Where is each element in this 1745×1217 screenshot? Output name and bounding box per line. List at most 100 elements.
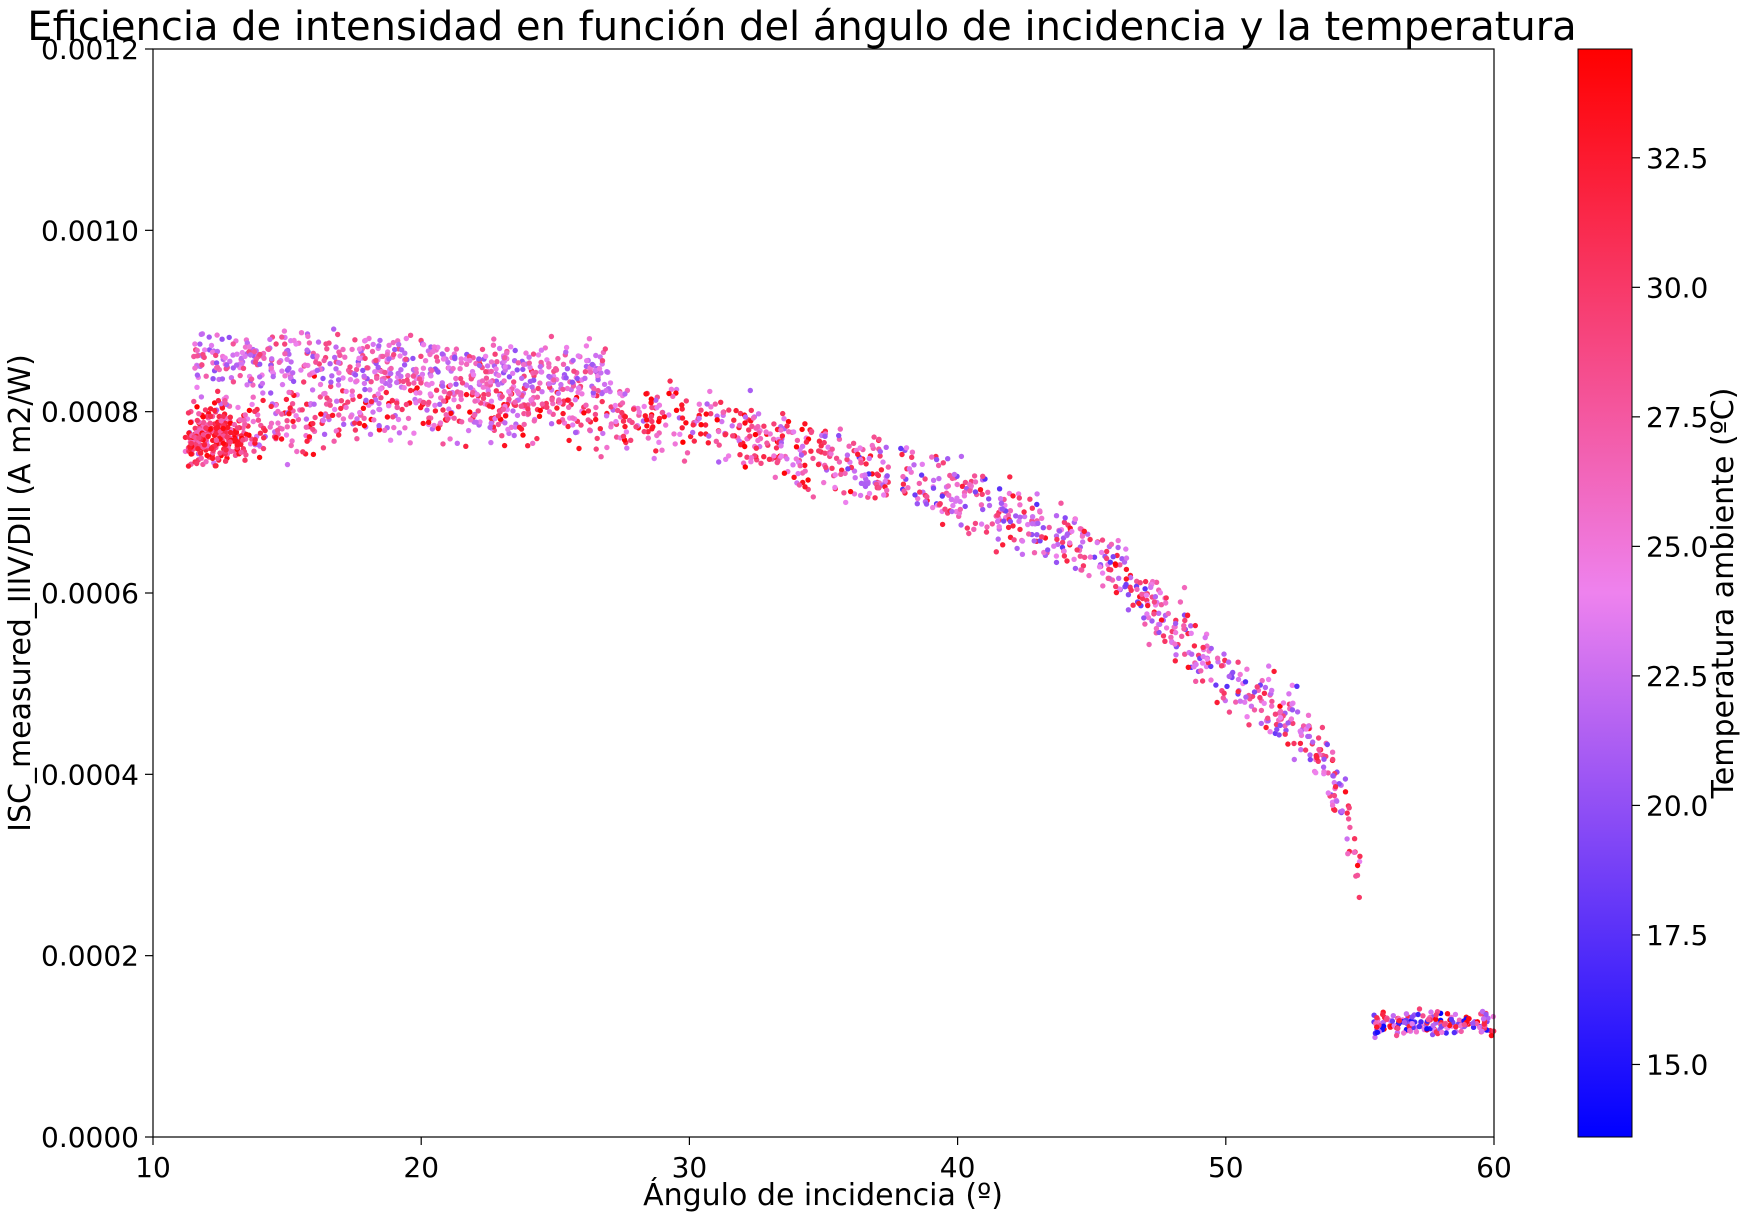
scatter-point <box>1074 547 1080 553</box>
scatter-point <box>1010 493 1016 499</box>
scatter-point <box>663 422 669 428</box>
scatter-point <box>999 506 1006 512</box>
scatter-point <box>524 383 530 389</box>
scatter-point <box>869 442 875 449</box>
scatter-point <box>906 466 913 472</box>
scatter-point <box>1123 566 1130 573</box>
scatter-point <box>1393 1032 1400 1039</box>
x-tick-label: 30 <box>672 1151 708 1184</box>
scatter-point <box>1305 723 1312 729</box>
scatter-point <box>900 481 907 487</box>
scatter-point <box>311 401 317 407</box>
scatter-point <box>331 326 337 332</box>
scatter-point <box>440 407 446 413</box>
scatter-point <box>747 433 753 439</box>
scatter-point <box>530 440 536 446</box>
scatter-point <box>703 411 709 417</box>
scatter-point <box>1103 555 1110 562</box>
scatter-point <box>205 433 211 440</box>
scatter-point <box>1488 1032 1495 1039</box>
scatter-point <box>375 391 381 397</box>
scatter-point <box>583 402 589 408</box>
scatter-point <box>538 359 544 366</box>
scatter-point <box>329 373 335 379</box>
scatter-point <box>1272 711 1279 717</box>
scatter-point <box>654 432 660 439</box>
scatter-point <box>1041 549 1047 556</box>
scatter-point <box>275 408 281 415</box>
scatter-point <box>1374 1029 1381 1036</box>
scatter-point <box>287 375 294 381</box>
scatter-point <box>778 443 784 449</box>
scatter-point <box>202 407 209 413</box>
scatter-point <box>866 455 872 462</box>
scatter-point <box>390 414 396 420</box>
scatter-point <box>1107 559 1114 565</box>
scatter-point <box>1115 537 1121 544</box>
scatter-point <box>257 374 263 380</box>
scatter-point <box>555 355 561 362</box>
scatter-point <box>712 401 718 407</box>
scatter-point <box>593 416 599 423</box>
scatter-point <box>679 415 686 421</box>
scatter-point <box>188 440 194 447</box>
scatter-point <box>279 411 285 417</box>
scatter-point <box>341 421 347 427</box>
scatter-point <box>340 346 346 353</box>
scatter-point <box>1116 586 1123 592</box>
scatter-point <box>1151 599 1158 605</box>
scatter-point <box>383 389 389 396</box>
scatter-point <box>794 437 801 444</box>
scatter-point <box>816 438 823 444</box>
scatter-point <box>1156 629 1162 636</box>
scatter-point <box>1034 501 1040 508</box>
scatter-point <box>268 403 274 410</box>
scatter-point <box>1172 641 1178 647</box>
scatter-point <box>240 437 246 443</box>
scatter-point <box>512 399 518 405</box>
scatter-point <box>197 341 203 347</box>
scatter-point <box>747 387 753 394</box>
scatter-point <box>357 393 363 399</box>
scatter-point <box>784 423 790 429</box>
scatter-point <box>1139 591 1145 597</box>
scatter-point <box>1483 1011 1489 1018</box>
scatter-point <box>376 427 383 433</box>
scatter-point <box>560 410 566 417</box>
scatter-point <box>986 496 992 502</box>
scatter-point <box>614 407 621 414</box>
scatter-point <box>188 419 194 426</box>
scatter-point <box>653 397 659 403</box>
scatter-point <box>823 464 829 471</box>
scatter-point <box>185 410 192 416</box>
scatter-point <box>327 361 333 367</box>
scatter-point <box>914 501 920 507</box>
scatter-point <box>821 479 827 486</box>
scatter-point <box>1258 707 1265 714</box>
scatter-point <box>1230 669 1236 676</box>
scatter-point <box>1123 576 1130 582</box>
scatter-point <box>808 448 814 454</box>
scatter-point <box>1199 660 1206 666</box>
scatter-point <box>1374 1024 1380 1030</box>
x-tick-label: 50 <box>1208 1151 1244 1184</box>
scatter-point <box>551 377 557 383</box>
scatter-point <box>718 399 724 405</box>
scatter-point <box>525 411 532 417</box>
scatter-point <box>608 404 614 410</box>
scatter-point <box>600 430 606 437</box>
scatter-point <box>227 439 233 445</box>
scatter-point <box>989 521 995 527</box>
scatter-point <box>470 372 477 378</box>
scatter-point <box>333 344 339 350</box>
scatter-point <box>368 379 374 385</box>
scatter-point <box>1305 733 1311 740</box>
scatter-point <box>1172 629 1179 636</box>
scatter-point <box>1319 724 1326 731</box>
scatter-point <box>1420 1013 1426 1019</box>
scatter-point <box>791 474 797 480</box>
scatter-point <box>556 419 562 425</box>
scatter-point <box>188 451 194 457</box>
scatter-point <box>526 360 532 366</box>
scatter-point <box>401 385 407 391</box>
